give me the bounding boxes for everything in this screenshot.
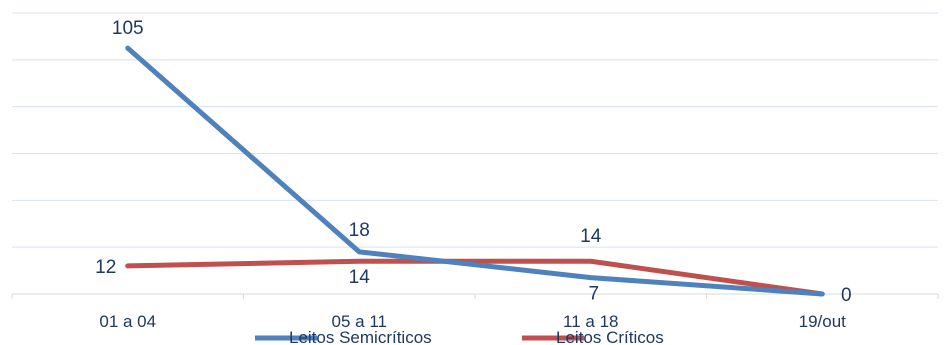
- data-label: 18: [349, 220, 370, 241]
- data-label: 14: [349, 267, 371, 288]
- legend-label: Leitos Semicríticos: [289, 328, 432, 345]
- data-labels: 105 18 7 12 14 14 0: [95, 18, 851, 306]
- data-label: 105: [112, 18, 144, 39]
- series-line: [125, 258, 825, 297]
- legend-label: Leitos Críticos: [556, 328, 664, 345]
- x-axis: 01 a 04 05 a 11 11 a 18 19/out: [11, 293, 939, 331]
- data-label: 14: [580, 226, 602, 247]
- legend: Leitos Semicríticos Leitos Críticos: [255, 328, 664, 345]
- data-label: 12: [95, 257, 116, 278]
- x-tick-label: 05 a 11: [332, 312, 387, 331]
- x-tick-label: 11 a 18: [563, 312, 618, 331]
- gridlines: [12, 12, 938, 248]
- x-tick-label: 19/out: [799, 312, 847, 331]
- series-group: [125, 45, 825, 297]
- series-line: [125, 45, 825, 297]
- data-label: 7: [588, 284, 599, 305]
- x-tick-label: 01 a 04: [99, 312, 156, 331]
- data-label: 0: [841, 285, 852, 306]
